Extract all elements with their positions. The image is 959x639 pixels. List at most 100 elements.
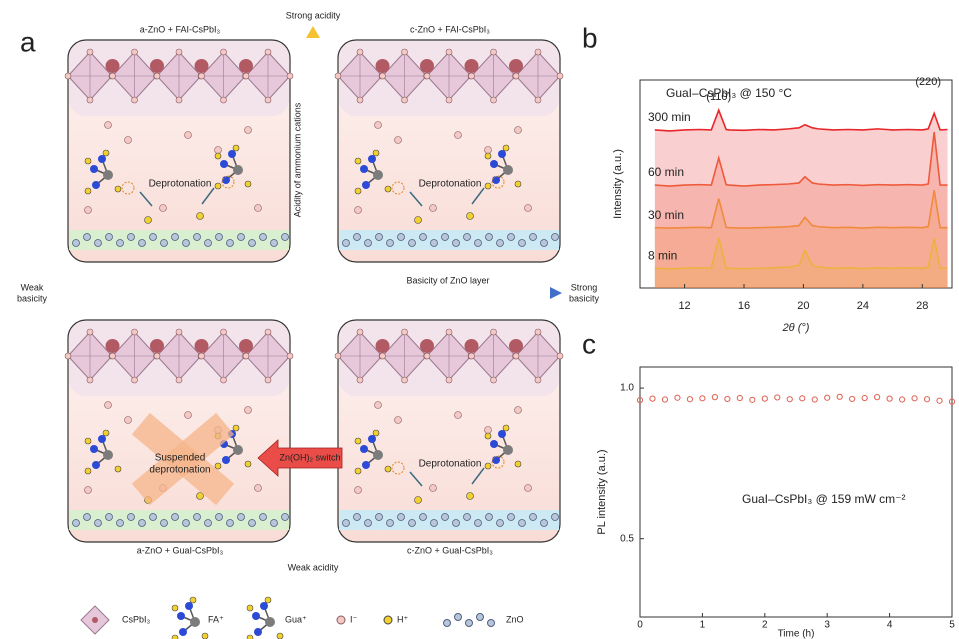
legend: CsPbI₃ FA⁺ Gua⁺ I⁻ H⁺ ZnO bbox=[80, 596, 524, 639]
point bbox=[761, 395, 768, 402]
iodide bbox=[401, 48, 408, 56]
iodide bbox=[468, 352, 475, 360]
y-tick-label: 1.0 bbox=[620, 383, 634, 394]
zno-atom bbox=[237, 233, 245, 241]
iodide bbox=[198, 72, 205, 80]
legend-icon bbox=[443, 619, 451, 627]
zno-atom bbox=[259, 513, 267, 521]
zno-atom bbox=[270, 239, 278, 247]
point bbox=[799, 395, 806, 402]
iodide bbox=[394, 136, 402, 144]
annotation: (220) bbox=[915, 76, 941, 88]
annotation: (110) bbox=[706, 91, 731, 103]
quadrant: Deprotonation bbox=[334, 319, 564, 543]
iodide bbox=[64, 72, 72, 80]
carbon bbox=[503, 445, 513, 455]
iodide bbox=[242, 352, 250, 360]
zno-atom bbox=[518, 239, 526, 247]
carbon bbox=[265, 617, 275, 627]
point bbox=[923, 396, 931, 403]
zno-atom bbox=[149, 513, 157, 521]
iodide bbox=[490, 376, 497, 384]
iodide bbox=[534, 96, 542, 104]
legend-label: I⁻ bbox=[350, 614, 358, 624]
iodide bbox=[220, 376, 227, 384]
series-label: 30 min bbox=[648, 208, 684, 222]
zno-atom bbox=[105, 233, 113, 241]
zno-atom bbox=[529, 513, 537, 521]
iodide bbox=[556, 352, 564, 360]
hydrogen bbox=[171, 604, 179, 612]
cesium bbox=[194, 59, 209, 73]
iodide bbox=[175, 96, 183, 104]
x-tick-label: 12 bbox=[678, 300, 690, 312]
nitrogen bbox=[360, 445, 368, 453]
cesium bbox=[375, 339, 390, 353]
iodide bbox=[184, 131, 192, 139]
iodide bbox=[484, 146, 492, 154]
y-tick-label: 0.5 bbox=[620, 533, 634, 544]
zno-atom bbox=[353, 233, 361, 241]
point bbox=[711, 394, 718, 401]
hydrogen bbox=[84, 467, 92, 475]
iodide bbox=[534, 376, 542, 384]
zno-atom bbox=[237, 513, 245, 521]
series-label: 300 min bbox=[648, 110, 691, 124]
process-label: deprotonation bbox=[149, 465, 210, 476]
zno-atom bbox=[226, 239, 234, 247]
hydrogen bbox=[232, 424, 240, 432]
nitrogen bbox=[260, 602, 268, 610]
axis-label: Strong bbox=[571, 282, 598, 292]
nitrogen bbox=[490, 160, 498, 168]
iodide bbox=[244, 126, 252, 134]
zno-atom bbox=[430, 239, 438, 247]
x-axis-label: 2θ (°) bbox=[782, 322, 810, 334]
nitrogen bbox=[490, 440, 498, 448]
nitrogen bbox=[220, 160, 228, 168]
hydrogen bbox=[114, 185, 122, 193]
iodide bbox=[254, 484, 262, 492]
iodide bbox=[153, 72, 161, 80]
iodide bbox=[131, 96, 138, 104]
nitrogen bbox=[252, 612, 260, 620]
zno-atom bbox=[397, 233, 405, 241]
iodide bbox=[159, 204, 167, 212]
zno-atom bbox=[281, 513, 289, 521]
hydrogen bbox=[171, 634, 179, 639]
zno-atom bbox=[452, 239, 460, 247]
iodide bbox=[286, 352, 294, 360]
iodide bbox=[131, 376, 138, 384]
hydrogen bbox=[484, 432, 492, 440]
point bbox=[674, 394, 681, 401]
hydrogen bbox=[102, 149, 110, 157]
reaction-arrow bbox=[139, 191, 153, 207]
chart-title: GuaI–CsPbI₃ @ 150 °C bbox=[666, 86, 792, 100]
hydrogen bbox=[102, 429, 110, 437]
iodide bbox=[84, 486, 92, 494]
carbon bbox=[103, 450, 113, 460]
hydrogen bbox=[354, 187, 362, 195]
proton bbox=[196, 212, 204, 220]
zno-atom bbox=[83, 233, 91, 241]
zno-atom bbox=[496, 239, 504, 247]
iodide bbox=[264, 376, 272, 384]
proton-highlight bbox=[391, 461, 405, 475]
quadrant: Deprotonation bbox=[334, 39, 564, 263]
hydrogen bbox=[276, 632, 284, 639]
zno-atom bbox=[215, 233, 223, 241]
hydrogen bbox=[372, 429, 380, 437]
zno-atom bbox=[485, 513, 493, 521]
iodide bbox=[445, 48, 453, 56]
nitrogen bbox=[98, 435, 106, 443]
nitrogen bbox=[179, 628, 187, 636]
iodide bbox=[84, 206, 92, 214]
zno-atom bbox=[441, 513, 449, 521]
hydrogen bbox=[84, 437, 92, 445]
carbon bbox=[373, 170, 383, 180]
iodide bbox=[490, 328, 497, 336]
zno-atom bbox=[408, 239, 416, 247]
legend-icon bbox=[383, 615, 393, 625]
zno-atom bbox=[204, 239, 212, 247]
zno-strip bbox=[69, 230, 289, 250]
